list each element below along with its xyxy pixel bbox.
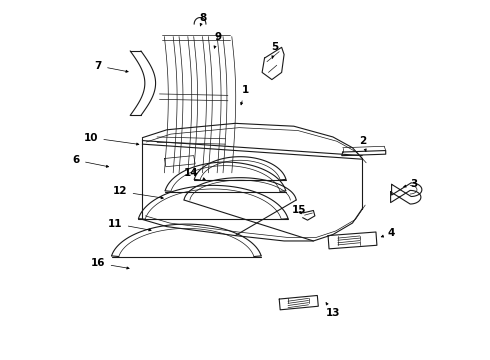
- Text: 14: 14: [184, 168, 205, 180]
- Text: 16: 16: [91, 258, 129, 269]
- Text: 9: 9: [214, 32, 221, 48]
- Text: 2: 2: [359, 136, 366, 151]
- Text: 13: 13: [326, 303, 340, 318]
- Text: 8: 8: [200, 13, 207, 26]
- Text: 12: 12: [113, 186, 163, 199]
- Text: 7: 7: [95, 61, 128, 72]
- Text: 11: 11: [108, 219, 151, 231]
- Text: 4: 4: [381, 228, 395, 238]
- Text: 5: 5: [270, 42, 278, 58]
- Text: 10: 10: [84, 133, 139, 145]
- Text: 3: 3: [404, 179, 417, 189]
- Text: 6: 6: [73, 155, 109, 167]
- Text: 15: 15: [292, 206, 306, 216]
- Text: 1: 1: [241, 85, 248, 105]
